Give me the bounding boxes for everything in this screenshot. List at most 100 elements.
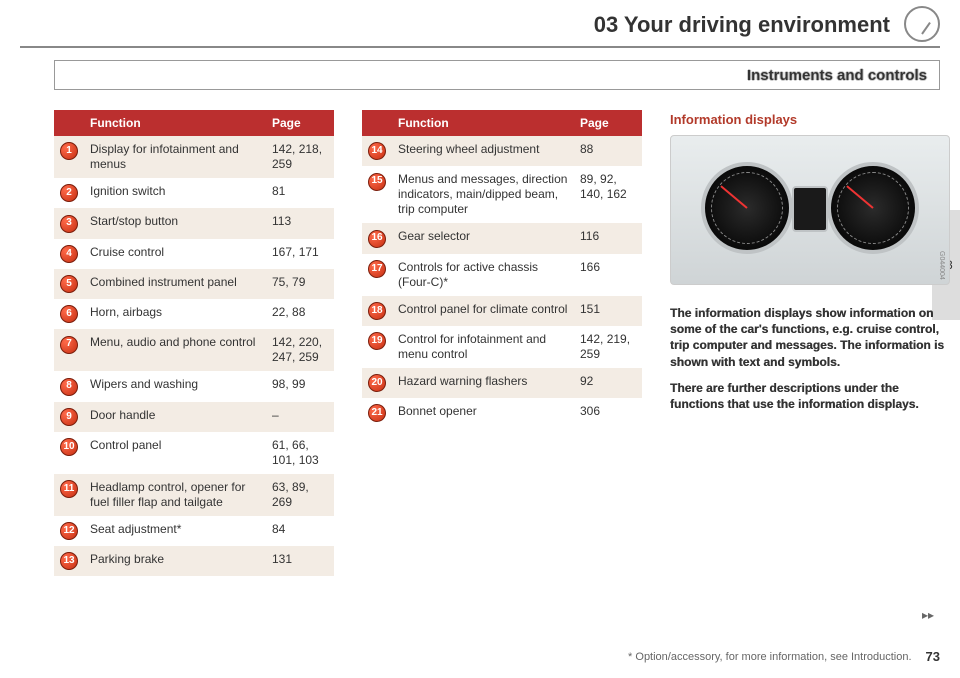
number-badge: 4 (60, 245, 78, 263)
col-1: Function Page 1Display for infotainment … (54, 110, 334, 576)
table-row: 19 Control for infotainment and menu cont… (362, 326, 642, 368)
row-page: 142, 218, 259 (266, 136, 334, 178)
number-badge: 2 (60, 184, 78, 202)
table-row: 7 Menu, audio and phone control142, 220, … (54, 329, 334, 371)
table-row: 21Bonnet opener306 (362, 398, 642, 428)
row-page: 98, 99 (266, 371, 334, 401)
row-function: Headlamp control, opener for fuel filler… (84, 474, 266, 516)
table-1: Function Page 1Display for infotainment … (54, 110, 334, 576)
table-row: 18Control panel for climate control151 (362, 296, 642, 326)
row-page: 22, 88 (266, 299, 334, 329)
row-page: 142, 220, 247, 259 (266, 329, 334, 371)
row-page: 81 (266, 178, 334, 208)
table-row: 5 Combined instrument panel75, 79 (54, 269, 334, 299)
row-function: Start/stop button (84, 208, 266, 238)
row-badge-cell: 11 (54, 474, 84, 516)
number-badge: 11 (60, 480, 78, 498)
number-badge: 15 (368, 173, 386, 191)
row-function: Wipers and washing (84, 371, 266, 401)
row-function: Control for infotainment and menu contro… (392, 326, 574, 368)
row-function: Door handle (84, 402, 266, 432)
col-2: Function Page 14Steering wheel adjustmen… (362, 110, 642, 576)
th-page: Page (266, 110, 334, 136)
number-badge: 6 (60, 305, 78, 323)
footnote: * Option/accessory, for more information… (628, 651, 911, 663)
table-row: 9 Door handle– (54, 402, 334, 432)
number-badge: 12 (60, 522, 78, 540)
row-function: Menus and messages, direction indicators… (392, 166, 574, 223)
header-divider (20, 46, 940, 48)
continued-icon: ▸▸ (922, 608, 934, 622)
row-badge-cell: 12 (54, 516, 84, 546)
number-badge: 19 (368, 332, 386, 350)
table-row: 13Parking brake131 (54, 546, 334, 576)
subheader-text: Instruments and controls (747, 67, 927, 84)
table-row: 6 Horn, airbags22, 88 (54, 299, 334, 329)
row-function: Bonnet opener (392, 398, 574, 428)
info-displays-heading: Information displays (670, 110, 950, 127)
center-lcd (792, 186, 828, 232)
number-badge: 5 (60, 275, 78, 293)
table-row: 10Control panel61, 66, 101, 103 (54, 432, 334, 474)
row-page: 88 (574, 136, 642, 166)
row-badge-cell: 7 (54, 329, 84, 371)
row-function: Horn, airbags (84, 299, 266, 329)
table-row: 20Hazard warning flashers92 (362, 368, 642, 398)
table-row: 17Controls for active chassis (Four-C)*1… (362, 254, 642, 296)
row-page: 63, 89, 269 (266, 474, 334, 516)
image-code: G044004 (938, 251, 945, 280)
row-page: 151 (574, 296, 642, 326)
row-badge-cell: 18 (362, 296, 392, 326)
info-paragraph-1: The information displays show informatio… (670, 305, 950, 370)
row-function: Parking brake (84, 546, 266, 576)
info-paragraph-2: There are further descriptions under the… (670, 380, 950, 412)
row-badge-cell: 2 (54, 178, 84, 208)
col-3: Information displays G044004 The informa… (670, 110, 950, 576)
row-badge-cell: 17 (362, 254, 392, 296)
row-badge-cell: 10 (54, 432, 84, 474)
number-badge: 1 (60, 142, 78, 160)
row-page: 61, 66, 101, 103 (266, 432, 334, 474)
row-function: Controls for active chassis (Four-C)* (392, 254, 574, 296)
left-dial (701, 162, 793, 254)
table-row: 14Steering wheel adjustment88 (362, 136, 642, 166)
row-function: Cruise control (84, 239, 266, 269)
row-badge-cell: 20 (362, 368, 392, 398)
row-badge-cell: 21 (362, 398, 392, 428)
table-row: 11 Headlamp control, opener for fuel fill… (54, 474, 334, 516)
number-badge: 18 (368, 302, 386, 320)
row-page: 166 (574, 254, 642, 296)
row-page: 84 (266, 516, 334, 546)
th-function: Function (84, 110, 266, 136)
row-function: Menu, audio and phone control (84, 329, 266, 371)
row-page: – (266, 402, 334, 432)
number-badge: 7 (60, 336, 78, 354)
number-badge: 10 (60, 438, 78, 456)
row-page: 75, 79 (266, 269, 334, 299)
number-badge: 3 (60, 215, 78, 233)
table-row: 12Seat adjustment*84 (54, 516, 334, 546)
th-page: Page (574, 110, 642, 136)
row-function: Gear selector (392, 223, 574, 253)
number-badge: 9 (60, 408, 78, 426)
th-blank (54, 110, 84, 136)
row-badge-cell: 6 (54, 299, 84, 329)
table-row: 15 Menus and messages, direction indicato… (362, 166, 642, 223)
row-page: 113 (266, 208, 334, 238)
row-badge-cell: 9 (54, 402, 84, 432)
row-badge-cell: 14 (362, 136, 392, 166)
row-page: 131 (266, 546, 334, 576)
row-badge-cell: 1 (54, 136, 84, 178)
table-row: 3 Start/stop button113 (54, 208, 334, 238)
gauge-icon (904, 6, 940, 42)
row-badge-cell: 13 (54, 546, 84, 576)
number-badge: 21 (368, 404, 386, 422)
number-badge: 14 (368, 142, 386, 160)
number-badge: 8 (60, 378, 78, 396)
row-function: Hazard warning flashers (392, 368, 574, 398)
table-row: 2Ignition switch81 (54, 178, 334, 208)
row-page: 167, 171 (266, 239, 334, 269)
row-function: Combined instrument panel (84, 269, 266, 299)
table-row: 4 Cruise control167, 171 (54, 239, 334, 269)
row-page: 116 (574, 223, 642, 253)
